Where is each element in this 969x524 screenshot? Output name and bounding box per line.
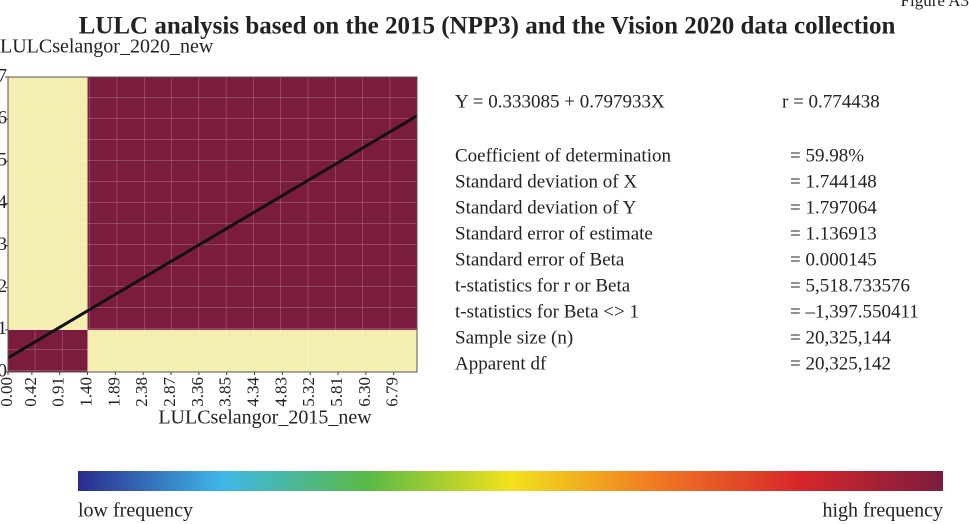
x-tick-label: 3.36 bbox=[188, 377, 207, 407]
figure-label: Figure A3 bbox=[901, 0, 969, 10]
colorbar-low-label: low frequency bbox=[78, 500, 193, 522]
stat-value: = 20,325,142 bbox=[790, 353, 891, 374]
y-tick-label: 5 bbox=[0, 150, 7, 171]
x-tick-label: 6.79 bbox=[383, 377, 402, 407]
x-tick-label: 4.83 bbox=[271, 377, 290, 407]
stat-label: Standard deviation of Y bbox=[455, 197, 637, 218]
plot-frame bbox=[7, 76, 418, 373]
x-tick-label: 5.32 bbox=[299, 377, 318, 407]
stat-label: Standard error of Beta bbox=[455, 249, 625, 270]
cell-grid bbox=[8, 77, 417, 372]
stat-value: = 5,518.733576 bbox=[790, 275, 910, 296]
stat-label: t-statistics for r or Beta bbox=[455, 275, 631, 296]
y-tick-label: 7 bbox=[0, 65, 7, 86]
stat-label: Standard error of estimate bbox=[455, 223, 653, 244]
y-tick-label: 6 bbox=[0, 108, 7, 129]
regression-line bbox=[7, 114, 418, 360]
y-tick-label: 4 bbox=[0, 192, 8, 213]
r-value: r = 0.774438 bbox=[782, 91, 880, 112]
x-tick-label: 6.30 bbox=[355, 377, 374, 407]
stat-value: = 1.744148 bbox=[790, 171, 877, 192]
stat-value: = 20,325,144 bbox=[790, 327, 891, 348]
x-tick-label: 1.40 bbox=[76, 377, 95, 407]
stat-value: = 1.136913 bbox=[790, 223, 877, 244]
colorbar-high-label: high frequency bbox=[822, 500, 943, 522]
stat-label: Coefficient of determination bbox=[455, 145, 671, 166]
y-tick-label: 0 bbox=[0, 360, 7, 381]
x-tick-label: 3.85 bbox=[216, 377, 235, 407]
x-tick-label: 5.81 bbox=[327, 377, 346, 407]
x-tick-label: 1.89 bbox=[104, 377, 123, 407]
y-tick-label: 3 bbox=[0, 234, 7, 255]
y-tick-label: 2 bbox=[0, 276, 7, 297]
x-tick-label: 4.34 bbox=[243, 377, 262, 407]
x-tick-label: 0.91 bbox=[49, 377, 68, 407]
x-tick-label: 0.42 bbox=[21, 377, 40, 407]
x-tick-label: 2.87 bbox=[160, 377, 179, 407]
stat-label: Sample size (n) bbox=[455, 327, 573, 348]
stat-value: = 0.000145 bbox=[790, 249, 877, 270]
x-axis-title: LULCselangor_2015_new bbox=[158, 407, 372, 429]
y-tick-label: 1 bbox=[0, 318, 7, 339]
stat-value: = –1,397.550411 bbox=[790, 301, 919, 322]
colorbar bbox=[78, 471, 943, 491]
x-tick-label: 2.38 bbox=[132, 377, 151, 407]
chart-title: LULC analysis based on the 2015 (NPP3) a… bbox=[79, 13, 896, 40]
stat-label: Standard deviation of X bbox=[455, 171, 637, 192]
y-axis-title: LULCselangor_2020_new bbox=[0, 36, 214, 58]
stat-label: t-statistics for Beta <> 1 bbox=[455, 301, 639, 322]
stat-value: = 59.98% bbox=[790, 145, 864, 166]
stat-value: = 1.797064 bbox=[790, 197, 877, 218]
equation: Y = 0.333085 + 0.797933X bbox=[455, 91, 665, 112]
x-tick-label: 0.00 bbox=[0, 377, 16, 407]
stat-label: Apparent df bbox=[455, 353, 547, 374]
